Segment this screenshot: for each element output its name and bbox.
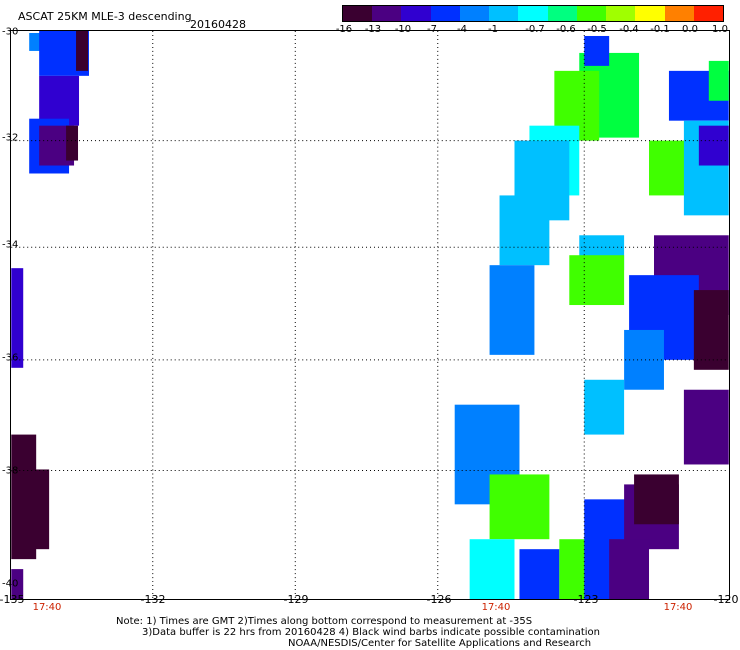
grid bbox=[11, 31, 729, 599]
swath-cell bbox=[11, 569, 24, 599]
colorbar-label: -0.7 bbox=[525, 24, 545, 35]
colorbar-segment bbox=[430, 6, 460, 21]
colorbar-label: -1 bbox=[488, 24, 498, 35]
colorbar-segment bbox=[576, 6, 607, 21]
note-line-1: Note: 1) Times are GMT 2)Times along bot… bbox=[116, 616, 533, 627]
swath-cell bbox=[683, 389, 729, 465]
y-tick-label: -32 bbox=[2, 132, 19, 144]
swath-cell bbox=[11, 268, 24, 368]
swath-cell bbox=[584, 379, 625, 435]
colorbar-label: -16 bbox=[335, 24, 353, 35]
colorbar-segment bbox=[547, 6, 577, 21]
x-tick-label: -120 bbox=[713, 593, 739, 606]
time-label: 17:40 bbox=[663, 602, 693, 613]
swath-cell bbox=[39, 75, 80, 126]
colorbar-segment bbox=[606, 6, 636, 21]
swath-cell bbox=[489, 265, 535, 355]
swath-cell bbox=[489, 474, 550, 540]
colorbar bbox=[342, 5, 724, 22]
y-tick-label: -34 bbox=[2, 239, 19, 251]
map-title: ASCAT 25KM MLE-3 descending bbox=[18, 10, 192, 23]
x-tick-label: -129 bbox=[283, 593, 309, 606]
map-plot bbox=[10, 30, 730, 600]
colorbar-label: -0.5 bbox=[587, 24, 607, 35]
colorbar-segment bbox=[343, 6, 373, 21]
colorbar-label: -0.6 bbox=[556, 24, 576, 35]
y-tick-label: -30 bbox=[2, 26, 19, 38]
x-tick-label: -126 bbox=[426, 593, 452, 606]
swath-cell bbox=[708, 60, 729, 101]
swath-cell bbox=[469, 539, 515, 599]
map-date: 20160428 bbox=[190, 18, 246, 31]
swath-cell bbox=[693, 290, 729, 370]
y-tick-label: -40 bbox=[2, 578, 19, 590]
x-tick-label: -123 bbox=[573, 593, 599, 606]
swath-cell bbox=[499, 195, 550, 266]
colorbar-segment bbox=[459, 6, 490, 21]
colorbar-segment bbox=[489, 6, 519, 21]
swath-cell bbox=[584, 35, 610, 66]
colorbar-segment bbox=[372, 6, 402, 21]
colorbar-segment bbox=[635, 6, 665, 21]
colorbar-label: -7 bbox=[427, 24, 437, 35]
swath-cell bbox=[634, 474, 679, 525]
colorbar-segment bbox=[693, 6, 724, 21]
swath-cell bbox=[698, 125, 729, 166]
colorbar-label: -10 bbox=[394, 24, 412, 35]
time-label: 17:40 bbox=[481, 602, 511, 613]
x-tick-label: -132 bbox=[140, 593, 166, 606]
colorbar-segment bbox=[664, 6, 694, 21]
y-tick-label: -38 bbox=[2, 465, 19, 477]
colorbar-label: -4 bbox=[457, 24, 467, 35]
swath-cell bbox=[66, 125, 79, 161]
colorbar-segment bbox=[518, 6, 548, 21]
x-tick-label: -135 bbox=[0, 593, 25, 606]
colorbar-label: -0.4 bbox=[619, 24, 639, 35]
swath-cell bbox=[76, 31, 88, 71]
swath-cell bbox=[569, 255, 625, 306]
note-line-3: NOAA/NESDIS/Center for Satellite Applica… bbox=[288, 638, 592, 649]
colorbar-label: 0.0 bbox=[682, 24, 698, 35]
colorbar-segment bbox=[401, 6, 431, 21]
note-line-2: 3)Data buffer is 22 hrs from 20160428 4)… bbox=[142, 627, 600, 638]
swath-cell bbox=[31, 469, 50, 550]
colorbar-label: -13 bbox=[364, 24, 382, 35]
swath-left bbox=[11, 31, 89, 599]
swath-right bbox=[454, 35, 729, 599]
y-tick-label: -36 bbox=[2, 352, 19, 364]
swath-cell bbox=[519, 549, 560, 599]
colorbar-label: 1.0 bbox=[712, 24, 728, 35]
swath-cell bbox=[609, 539, 650, 599]
colorbar-label: -0.1 bbox=[650, 24, 670, 35]
time-label: 17:40 bbox=[32, 602, 62, 613]
